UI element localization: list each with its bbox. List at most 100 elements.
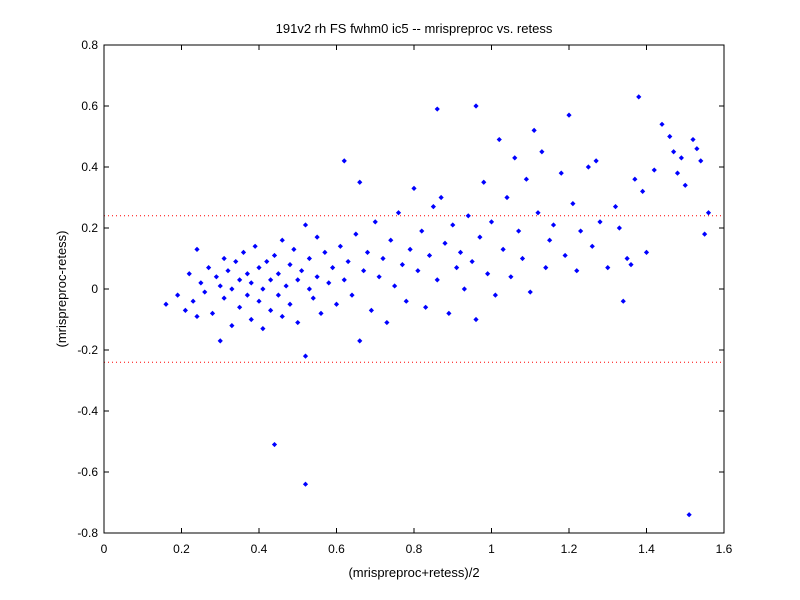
- data-point: [500, 246, 506, 252]
- data-point: [605, 265, 611, 271]
- data-point: [275, 271, 281, 277]
- data-point: [256, 265, 262, 271]
- data-point: [550, 222, 557, 228]
- data-point: [388, 237, 394, 243]
- data-point: [508, 274, 514, 280]
- x-tick-label: 0.4: [251, 542, 268, 556]
- data-point: [252, 243, 258, 249]
- data-point: [562, 252, 568, 259]
- data-point: [589, 243, 595, 249]
- data-point: [264, 258, 270, 265]
- data-point: [306, 255, 312, 262]
- data-point: [206, 265, 212, 271]
- y-axis-label: (mrispreproc-retess): [54, 230, 69, 347]
- data-point: [419, 228, 425, 234]
- data-point: [643, 249, 650, 255]
- data-point: [593, 158, 599, 164]
- chart-title: 191v2 rh FS fwhm0 ic5 -- mrispreproc vs.…: [276, 21, 553, 36]
- reference-lines: [104, 215, 724, 363]
- data-point: [260, 286, 266, 292]
- data-point: [372, 219, 378, 225]
- x-tick-label: 0.6: [328, 542, 345, 556]
- data-point: [229, 323, 235, 329]
- data-point: [368, 307, 374, 313]
- x-tick-label: 0.2: [173, 542, 190, 556]
- data-point: [310, 295, 316, 301]
- data-point: [690, 136, 696, 143]
- data-point: [612, 204, 619, 210]
- data-point: [345, 258, 351, 265]
- data-point: [473, 103, 479, 109]
- data-point: [392, 283, 398, 289]
- data-point: [357, 179, 363, 185]
- data-point: [268, 307, 274, 313]
- data-point: [314, 274, 320, 280]
- data-point: [477, 234, 483, 240]
- axis-ticks: 0 0.2 0.4 0.6 0.8 1 1.2 1.4 1.6 0.8 0.6 0.4 0.2 0 -0.2…: [77, 38, 732, 556]
- y-tick-label: 0.8: [81, 38, 98, 52]
- x-tick-label: 1.2: [561, 542, 578, 556]
- data-point: [225, 268, 231, 274]
- x-tick-label: 1: [488, 542, 495, 556]
- data-point: [364, 249, 371, 255]
- data-point: [574, 268, 580, 274]
- data-point: [194, 313, 200, 320]
- data-point: [353, 231, 359, 237]
- data-point: [438, 194, 444, 201]
- data-point: [330, 265, 336, 271]
- data-point: [333, 301, 340, 307]
- data-point: [279, 313, 285, 320]
- data-point: [434, 277, 440, 283]
- data-point: [585, 164, 591, 170]
- data-point: [667, 133, 673, 140]
- data-point: [457, 249, 464, 255]
- data-point: [628, 262, 634, 268]
- y-tick-label: -0.4: [77, 404, 98, 418]
- data-point: [516, 228, 522, 234]
- data-point: [190, 298, 196, 304]
- data-point: [523, 176, 529, 182]
- x-axis-label: (mrispreproc+retess)/2: [348, 565, 479, 580]
- data-point: [271, 441, 278, 448]
- data-point: [423, 304, 429, 310]
- data-point: [430, 204, 436, 210]
- data-point: [302, 222, 309, 228]
- data-point: [527, 289, 533, 295]
- y-tick-label: 0.4: [81, 160, 98, 174]
- data-point: [302, 481, 309, 487]
- data-point: [399, 262, 405, 268]
- data-point: [287, 301, 293, 307]
- data-point: [426, 252, 433, 259]
- data-point: [674, 170, 681, 176]
- data-point: [539, 149, 545, 155]
- data-point: [341, 158, 347, 164]
- data-point: [279, 237, 285, 243]
- data-point: [283, 283, 289, 289]
- data-point: [651, 167, 657, 173]
- data-point: [376, 274, 382, 280]
- plot-frame: [103, 44, 725, 534]
- data-point: [547, 237, 553, 243]
- data-point: [640, 188, 646, 194]
- data-point: [186, 271, 192, 277]
- data-point: [198, 280, 204, 286]
- data-point: [632, 176, 638, 182]
- data-point: [194, 246, 200, 252]
- data-point: [271, 252, 278, 259]
- data-point: [268, 277, 274, 283]
- data-point: [686, 512, 692, 518]
- data-point: [221, 295, 227, 301]
- data-point: [461, 286, 467, 292]
- data-point: [240, 249, 247, 255]
- data-point: [450, 222, 456, 228]
- data-point: [260, 326, 266, 332]
- data-point: [504, 194, 510, 201]
- data-point: [357, 338, 363, 344]
- data-point: [411, 185, 417, 191]
- data-point: [237, 304, 243, 310]
- data-point: [287, 262, 293, 268]
- data-point: [578, 228, 584, 234]
- data-point: [248, 280, 254, 286]
- data-point: [233, 258, 239, 265]
